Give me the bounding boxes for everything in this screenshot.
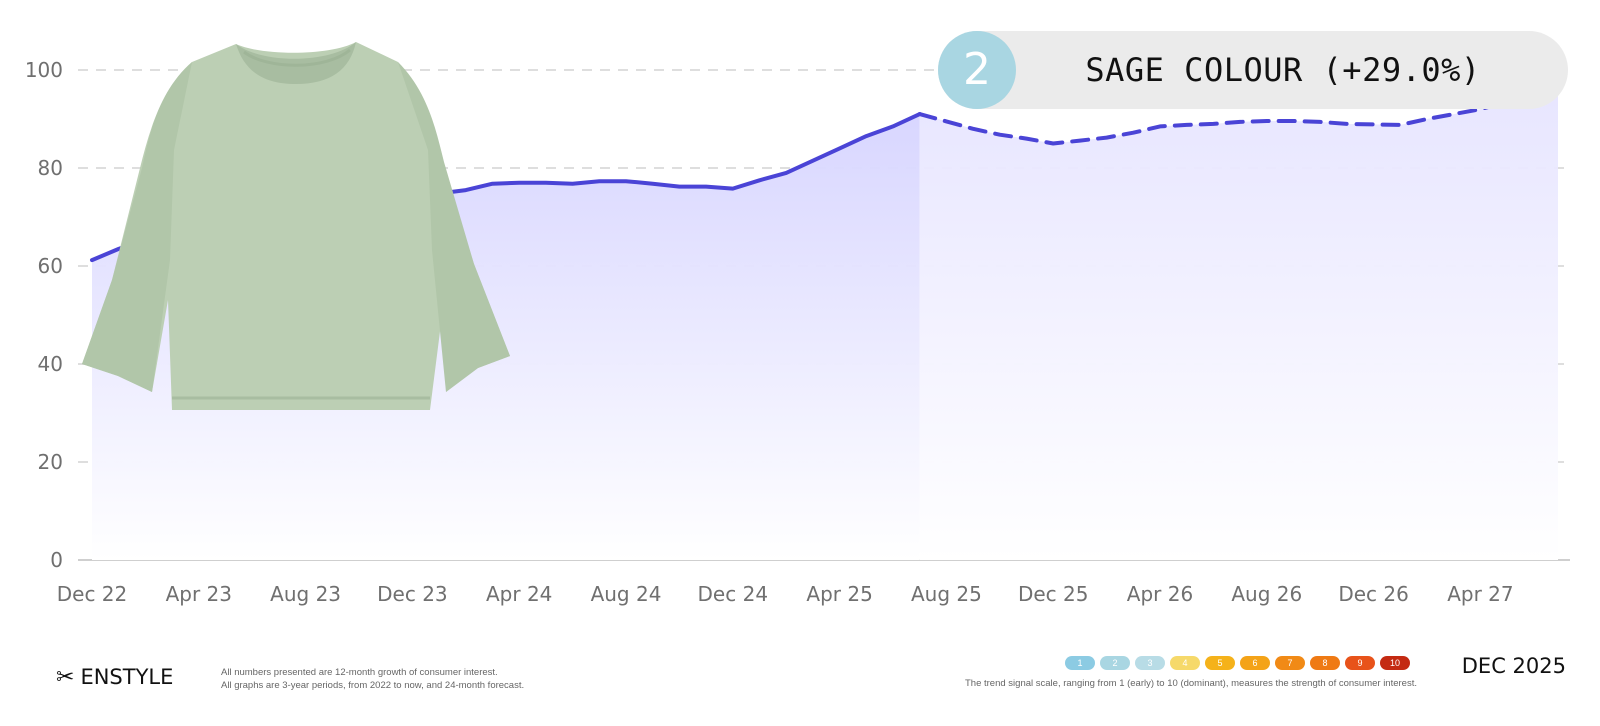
scale-pill-8: 8 — [1310, 656, 1340, 670]
y-tick-label: 80 — [38, 156, 63, 180]
rank-number: 2 — [938, 31, 1016, 109]
y-tick-label: 100 — [25, 58, 63, 82]
x-tick-label: Apr 26 — [1127, 582, 1193, 606]
y-tick-label: 0 — [50, 548, 63, 572]
scale-pill-3: 3 — [1135, 656, 1165, 670]
x-tick-label: Dec 25 — [1018, 582, 1089, 606]
scale-note: The trend signal scale, ranging from 1 (… — [965, 678, 1417, 689]
y-tick-label: 40 — [38, 352, 63, 376]
footnotes: All numbers presented are 12-month growt… — [221, 666, 524, 692]
x-tick-label: Dec 26 — [1338, 582, 1409, 606]
footnote-line: All numbers presented are 12-month growt… — [221, 667, 498, 678]
x-tick-label: Dec 23 — [377, 582, 448, 606]
x-axis-ticks: Dec 22 Apr 23 Aug 23 Dec 23 Apr 24 Aug 24 Dec … — [57, 582, 1514, 606]
x-tick-label: Aug 25 — [911, 582, 982, 606]
scale-pill-10: 10 — [1380, 656, 1410, 670]
x-tick-label: Apr 25 — [806, 582, 872, 606]
x-tick-label: Aug 23 — [270, 582, 341, 606]
x-tick-label: Dec 22 — [57, 582, 128, 606]
y-tick-label: 20 — [38, 450, 63, 474]
x-tick-label: Apr 27 — [1447, 582, 1513, 606]
scale-pill-6: 6 — [1240, 656, 1270, 670]
series-area — [919, 82, 1561, 561]
scale-pill-1: 1 — [1065, 656, 1095, 670]
brand-name: ENSTYLE — [80, 665, 174, 689]
brand-logo: ✂ ENSTYLE — [56, 664, 173, 690]
scissors-icon: ✂ — [56, 664, 75, 690]
x-tick-label: Apr 24 — [486, 582, 552, 606]
scale-pill-2: 2 — [1100, 656, 1130, 670]
x-tick-label: Aug 26 — [1231, 582, 1302, 606]
scale-pill-5: 5 — [1205, 656, 1235, 670]
trend-badge: 2 SAGE COLOUR (+29.0%) — [938, 31, 1568, 109]
scale-pill-7: 7 — [1275, 656, 1305, 670]
x-tick-label: Dec 24 — [698, 582, 769, 606]
scale-pill-9: 9 — [1345, 656, 1375, 670]
scale-pill-4: 4 — [1170, 656, 1200, 670]
signal-scale: 1 2 3 4 5 6 7 8 9 10 — [1065, 656, 1410, 670]
footnote-line: All graphs are 3-year periods, from 2022… — [221, 680, 525, 691]
x-tick-label: Aug 24 — [591, 582, 662, 606]
series-line — [917, 87, 1563, 146]
y-axis-ticks: 0 20 40 60 80 100 — [25, 58, 63, 572]
y-tick-label: 60 — [38, 254, 63, 278]
trend-title: SAGE COLOUR (+29.0%) — [1085, 51, 1481, 89]
x-tick-label: Apr 23 — [166, 582, 232, 606]
sweatshirt-image — [82, 42, 510, 410]
report-date: DEC 2025 — [1461, 654, 1566, 678]
